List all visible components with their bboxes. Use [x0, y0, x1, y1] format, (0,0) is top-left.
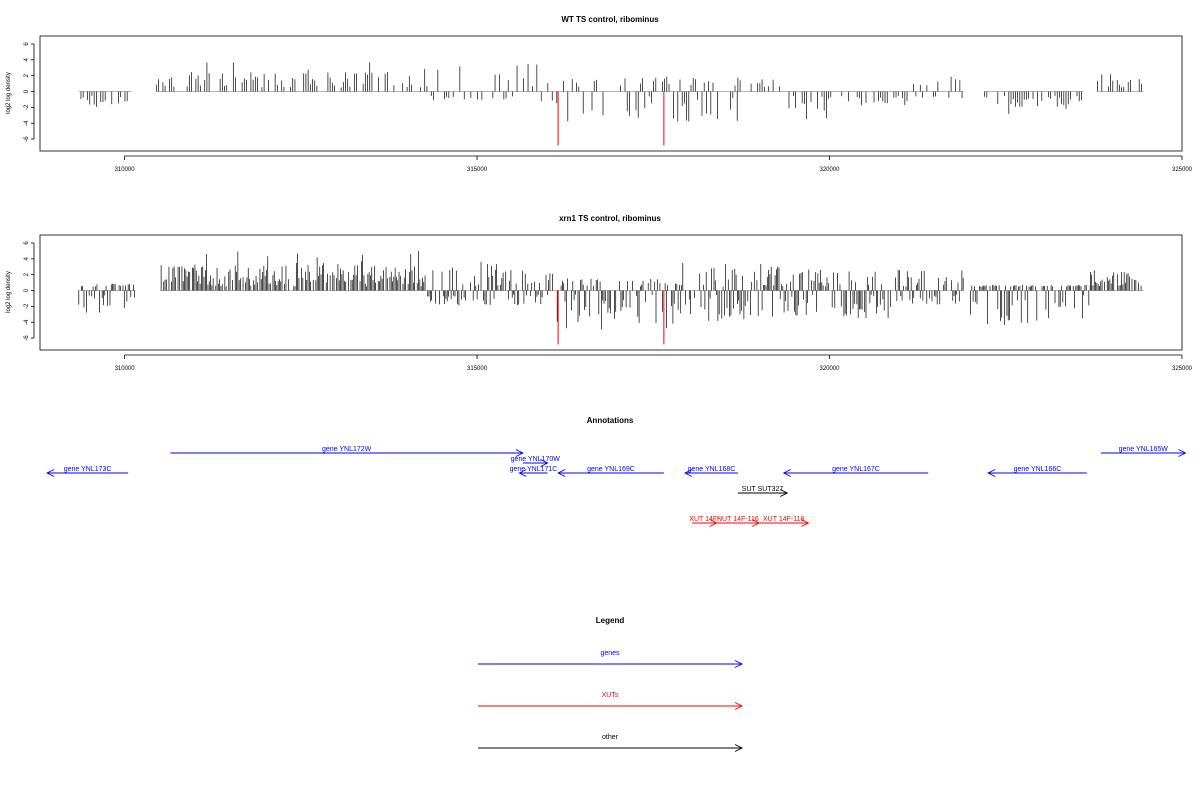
y-tick-label: 2 [24, 73, 30, 77]
annotation-label: gene YNL169C [587, 466, 635, 473]
y-tick-label: -6 [24, 136, 30, 142]
x-tick-label: 315000 [467, 366, 488, 372]
annotation-5: gene YNL168C [684, 466, 738, 477]
annotation-arrowhead [46, 469, 55, 477]
annotation-arrowhead [801, 519, 810, 527]
annotation-7: gene YNL166C [987, 466, 1087, 477]
legend-arrowhead [734, 744, 744, 752]
y-tick-label: -4 [24, 319, 30, 325]
annotation-arrowhead [782, 469, 791, 477]
x-tick-label: 320000 [820, 167, 841, 173]
legend-item-other: other [478, 734, 744, 752]
panel-wt-frame [39, 35, 1183, 152]
y-tick-label: 0 [24, 89, 30, 93]
legend-items: genes XUTs other [478, 650, 744, 752]
legend: Legend genes XUTs other [478, 616, 744, 752]
legend-title: Legend [596, 616, 625, 625]
x-tick-label: 310000 [115, 167, 136, 173]
annotation-2: gene YNL170W [511, 456, 561, 467]
annotation-label: gene YNL165W [1119, 446, 1169, 453]
x-tick-label: 320000 [820, 366, 841, 372]
panel-xrn1-title: xrn1 TS control, ribominus [559, 214, 661, 223]
panel-xrn1-axes: -6 -4 -2 0 2 4 6 310000 315000 320000 325000 [24, 241, 1193, 372]
panel-wt-ylabel: log2 log density [6, 72, 12, 114]
y-tick-label: -2 [24, 303, 30, 309]
panel-xrn1: xrn1 TS control, ribominus log2 log dens… [6, 214, 1193, 372]
annotation-4: gene YNL169C [557, 466, 664, 477]
annotation-arrowhead [540, 459, 549, 467]
annotation-label: gene YNL167C [832, 466, 880, 473]
annotation-arrowhead [1178, 449, 1187, 457]
y-tick-label: 4 [24, 256, 30, 260]
y-tick-label: 6 [24, 241, 30, 245]
y-tick-label: -4 [24, 120, 30, 126]
annotation-arrowhead [518, 469, 527, 477]
x-tick-label: 315000 [467, 167, 488, 173]
annotation-10: XUT 14F- [689, 516, 720, 527]
annotation-0: gene YNL173C [46, 466, 129, 477]
x-tick-label: 310000 [115, 366, 136, 372]
annotation-1: gene YNL172W [170, 446, 524, 457]
x-tick-label: 325000 [1172, 366, 1193, 372]
annotation-label: XUT 14F-118 [763, 516, 804, 523]
annotation-label: gene YNL170W [511, 456, 561, 463]
y-tick-label: 6 [24, 42, 30, 46]
annotation-label: gene YNL166C [1014, 466, 1062, 473]
annotation-label: gene YNL168C [688, 466, 736, 473]
panel-wt-title: WT TS control, ribominus [561, 15, 659, 24]
legend-label: genes [600, 650, 620, 657]
y-tick-label: 2 [24, 272, 30, 276]
annotation-arrowhead [515, 449, 524, 457]
panel-wt-bars [78, 62, 1144, 146]
annotation-label: XUT 14F- [689, 516, 720, 523]
panel-wt: WT TS control, ribominus log2 log densit… [6, 15, 1193, 173]
annotation-11: NUT 14F-116 [716, 516, 761, 527]
annotation-label: gene YNL173C [64, 466, 112, 473]
y-tick-label: 4 [24, 57, 30, 61]
panel-wt-axes: -6 -4 -2 0 2 4 6 310000 315000 320000 325000 [24, 42, 1193, 173]
panel-xrn1-frame [39, 234, 1183, 351]
legend-item-xuts: XUTs [478, 692, 744, 710]
annotation-arrowhead [987, 469, 996, 477]
annotation-tracks: gene YNL173C gene YNL172W gene YNL170W gene… [46, 446, 1187, 527]
annotation-label: gene YNL171C [510, 466, 558, 473]
annotation-8: gene YNL165W [1100, 446, 1187, 457]
annotation-9: SUT SUT327 [737, 486, 789, 497]
annotation-arrowhead [557, 469, 566, 477]
legend-arrowhead [734, 660, 744, 668]
legend-label: XUTs [602, 692, 619, 699]
annotation-label: NUT 14F-116 [717, 516, 759, 523]
y-tick-label: 0 [24, 288, 30, 292]
panel-xrn1-ylabel: log2 log density [6, 271, 12, 313]
legend-label: other [602, 734, 619, 741]
legend-item-genes: genes [478, 650, 744, 668]
x-tick-label: 325000 [1172, 167, 1193, 173]
annotation-label: gene YNL172W [322, 446, 372, 453]
legend-arrowhead [734, 702, 744, 710]
y-tick-label: -6 [24, 335, 30, 341]
annotation-arrowhead [780, 489, 789, 497]
annotation-3: gene YNL171C [510, 466, 558, 477]
y-tick-label: -2 [24, 104, 30, 110]
panel-xrn1-bars [78, 251, 1144, 345]
annotations-title: Annotations [587, 416, 634, 425]
annotation-6: gene YNL167C [782, 466, 929, 477]
annotation-label: SUT SUT327 [742, 486, 784, 493]
annotation-arrowhead [684, 469, 693, 477]
annotation-12: XUT 14F-118 [759, 516, 810, 527]
